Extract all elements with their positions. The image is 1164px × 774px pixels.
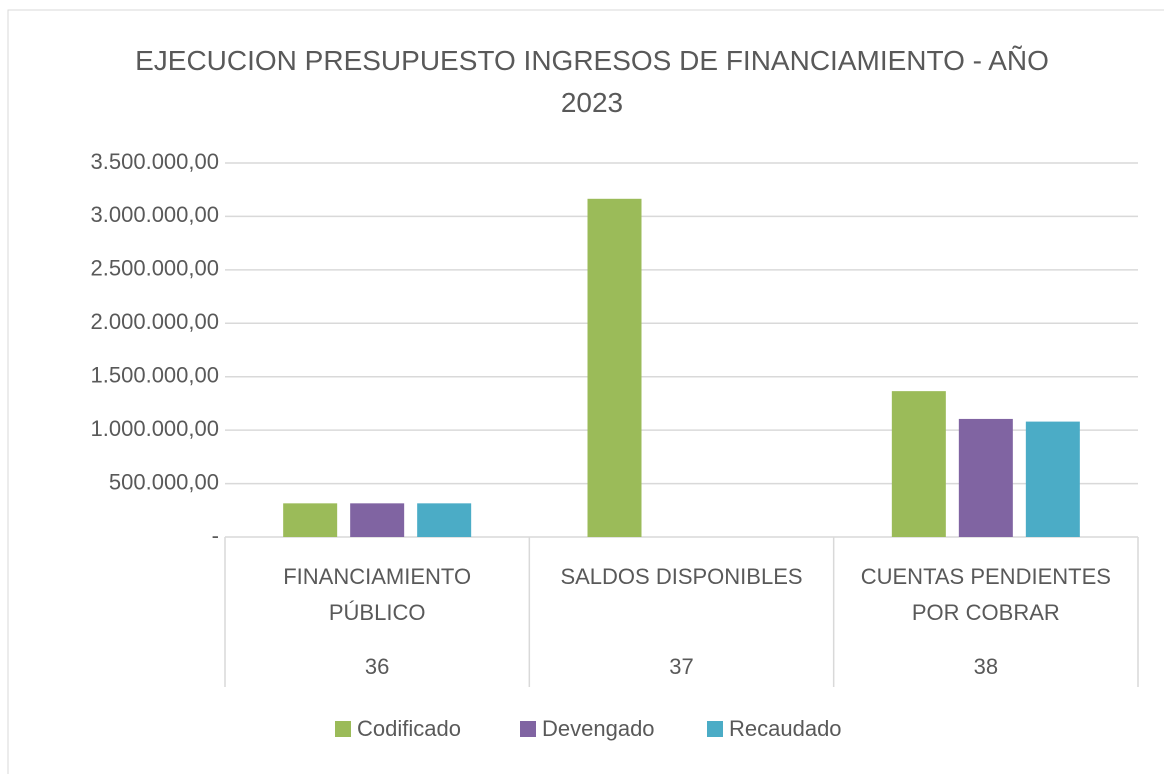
bar (417, 503, 472, 537)
bar (1025, 421, 1080, 537)
bar (587, 198, 642, 537)
y-tick-label: 3.000.000,00 (91, 202, 219, 227)
x-group-label: 38 (973, 654, 999, 679)
y-tick-label: 1.500.000,00 (91, 363, 219, 388)
legend-swatch (520, 721, 536, 737)
bar (350, 503, 405, 537)
y-tick-label: 2.500.000,00 (91, 256, 219, 281)
legend-label: Recaudado (729, 716, 842, 741)
x-tick-label: SALDOS DISPONIBLES (560, 564, 803, 589)
chart-title: EJECUCION PRESUPUESTO INGRESOS DE FINANC… (135, 45, 1049, 118)
y-tick-label: 2.000.000,00 (91, 309, 219, 334)
bar (891, 391, 946, 537)
legend-swatch (707, 721, 723, 737)
chart-frame (7, 9, 1164, 774)
y-tick-label: 500.000,00 (109, 469, 219, 494)
x-tick-label: CUENTAS PENDIENTES POR COBRAR (860, 564, 1111, 625)
x-group-label: 36 (364, 654, 390, 679)
x-group-label: 37 (669, 654, 694, 679)
y-tick-label: 1.000.000,00 (91, 416, 219, 441)
bar (283, 503, 338, 537)
y-tick-label: 3.500.000,00 (91, 149, 219, 174)
bar (958, 418, 1013, 537)
x-tick-label: FINANCIAMIENTO PÚBLICO (283, 564, 472, 625)
y-tick-label: - (212, 523, 219, 548)
legend-swatch (335, 721, 351, 737)
legend-label: Devengado (542, 716, 655, 741)
legend-label: Codificado (357, 716, 461, 741)
